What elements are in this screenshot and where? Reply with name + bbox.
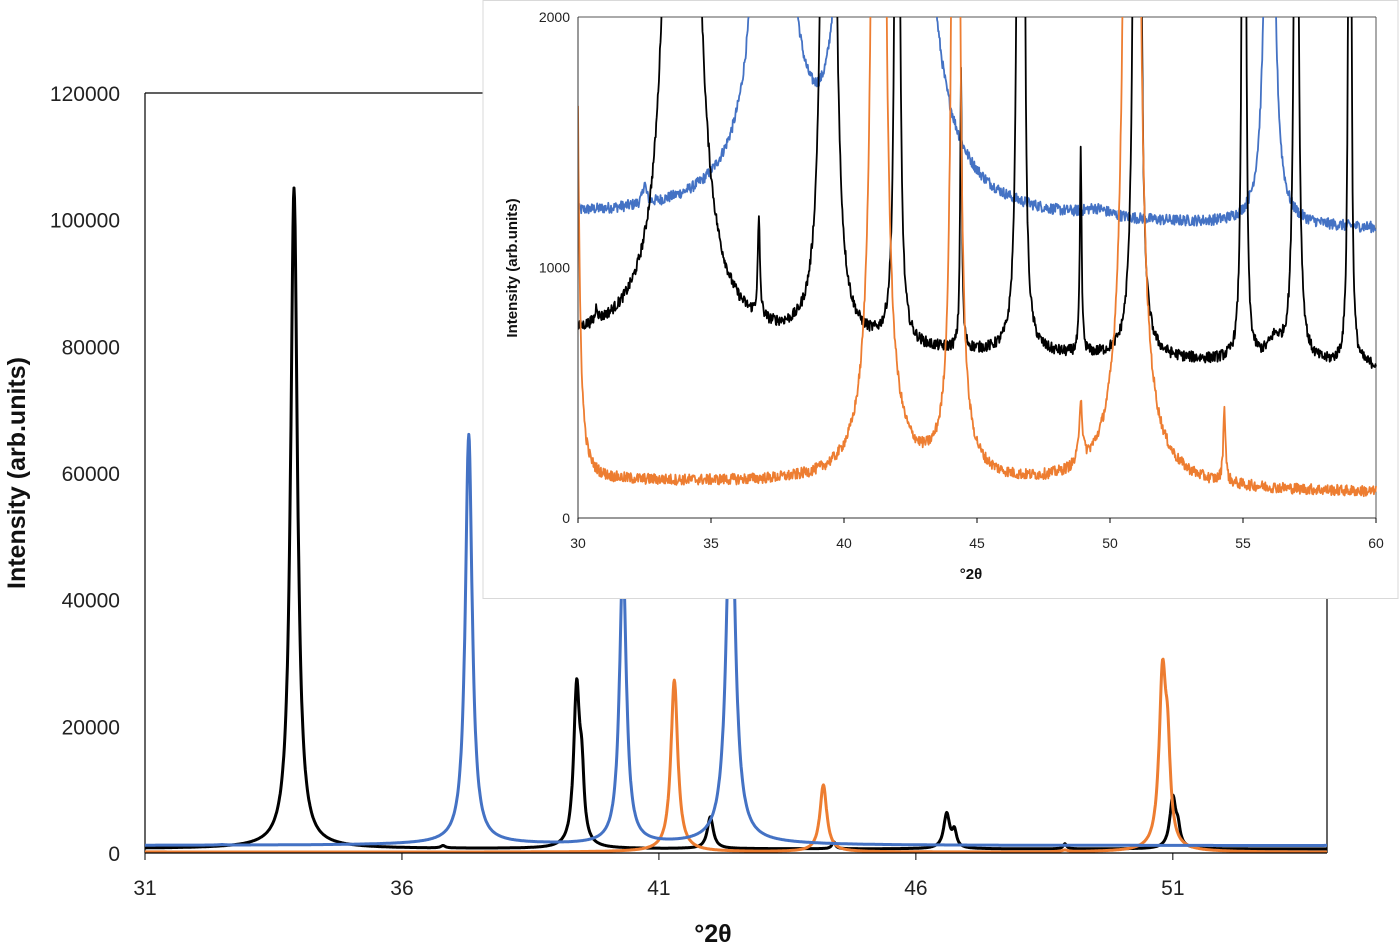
- inset-plot: 30 35 40 45 50 55 60 0 1000 2000 °2θ Intensity (…: [482, 0, 1399, 599]
- y-tick-label: 120000: [50, 83, 120, 106]
- x-tick-label: 51: [1161, 877, 1184, 900]
- y-tick-label: 80000: [62, 336, 120, 359]
- main-x-axis-title: °2θ: [694, 920, 731, 948]
- main-plot: 31 36 41 46 51 0 20000 40000 60000 80000 100000 12…: [3, 83, 1328, 948]
- x-tick-label: 55: [1235, 535, 1251, 551]
- x-tick-label: 45: [969, 535, 985, 551]
- inset-y-axis-title: Intensity (arb.units): [504, 198, 521, 337]
- y-tick-label: 20000: [62, 716, 120, 739]
- y-tick-label: 60000: [62, 463, 120, 486]
- x-tick-label: 36: [390, 877, 413, 900]
- x-tick-label: 30: [570, 535, 586, 551]
- series-line-inset-0: [578, 17, 1377, 369]
- y-tick-label: 2000: [539, 9, 570, 25]
- y-tick-label: 100000: [50, 210, 120, 233]
- x-tick-label: 41: [647, 877, 670, 900]
- series-line-main-1: [144, 657, 1328, 854]
- series-line-main-2: [144, 432, 1328, 847]
- y-tick-label: 0: [108, 843, 120, 866]
- x-tick-label: 40: [836, 535, 852, 551]
- x-tick-label: 31: [133, 877, 156, 900]
- x-tick-label: 46: [904, 877, 927, 900]
- series-line-inset-2: [578, 17, 1377, 234]
- main-y-axis-title: Intensity (arb.units): [3, 357, 31, 589]
- y-tick-label: 0: [562, 510, 570, 526]
- y-tick-label: 40000: [62, 590, 120, 613]
- series-line-inset-1: [578, 17, 1377, 498]
- inset-frame: [482, 0, 1399, 599]
- x-tick-label: 35: [703, 535, 719, 551]
- inset-x-axis-title: °2θ: [960, 566, 982, 583]
- x-tick-label: 60: [1368, 535, 1384, 551]
- y-tick-label: 1000: [539, 260, 570, 276]
- x-tick-label: 50: [1102, 535, 1118, 551]
